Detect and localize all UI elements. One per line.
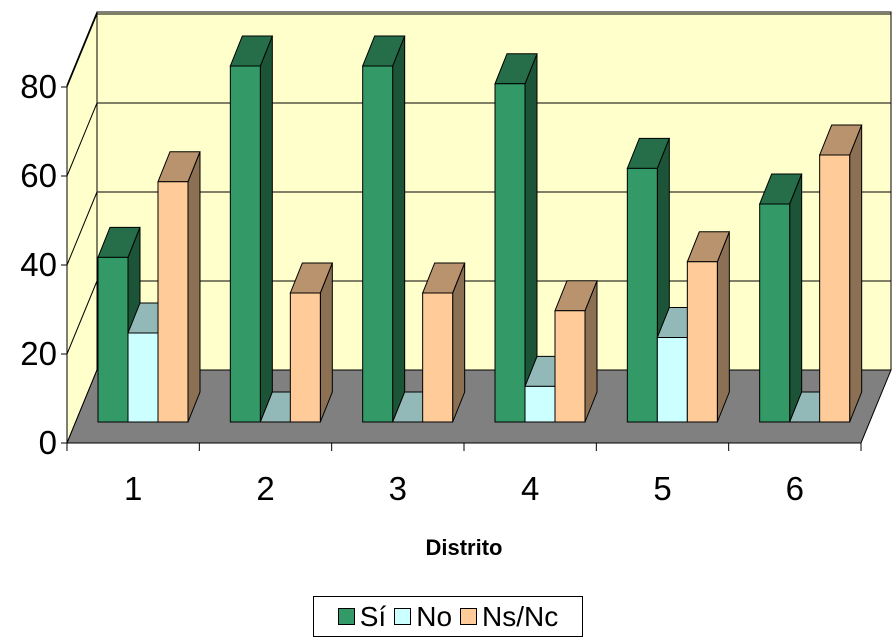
bar-nsnc-1-side: [187, 151, 201, 423]
y-tick-label-40: 40: [20, 246, 57, 283]
y-tick-label-60: 60: [20, 157, 57, 194]
bar-nsnc-2-front: [289, 292, 321, 423]
bar-nsnc-4: [554, 280, 598, 423]
bar-nsnc-3: [421, 262, 466, 423]
legend: Sí No Ns/Nc: [313, 596, 583, 637]
legend-swatch-no: [394, 608, 412, 625]
bar-no-4-front: [524, 385, 556, 423]
bar-no-5-front: [656, 336, 688, 423]
legend-item-nsnc: Ns/Nc: [460, 600, 559, 632]
x-tick-label-5: 5: [653, 470, 671, 507]
bar-nsnc-1: [157, 151, 201, 423]
gridline-side-20: [66, 280, 98, 355]
y-tick-label-80: 80: [20, 68, 57, 105]
x-tick-label-3: 3: [389, 470, 407, 507]
bar-nsnc-1-front: [157, 181, 189, 423]
y-tick-label-20: 20: [20, 335, 57, 372]
bar-s-3-side: [392, 35, 406, 423]
back-wall: [96, 11, 892, 371]
bar-s-1-front: [97, 256, 129, 423]
x-tick-label-6: 6: [786, 470, 804, 507]
bar-s-4-front: [494, 83, 526, 423]
gridline-side-60: [66, 102, 98, 177]
bar-s-6-front: [759, 203, 791, 423]
bar-s-2-side: [259, 35, 273, 423]
bar-nsnc-6: [818, 124, 863, 423]
bar-s-4: [494, 53, 538, 423]
bar-nsnc-5-side: [716, 231, 730, 423]
legend-label-si: Sí: [359, 600, 387, 632]
legend-swatch-nsnc: [460, 608, 478, 625]
bar-nsnc-5-front: [686, 261, 718, 423]
bar-s-3: [361, 35, 406, 423]
legend-item-no: No: [394, 600, 453, 632]
bar-s-2-front: [229, 65, 261, 423]
bar-nsnc-3-front: [422, 292, 454, 423]
bar-nsnc-6-side: [849, 124, 863, 423]
y-tick-label-0: 0: [39, 424, 57, 461]
bar-nsnc-4-front: [554, 310, 586, 423]
bar-s-2: [229, 35, 274, 423]
bar-s-3-front: [362, 65, 394, 423]
gridline-side-40: [66, 191, 98, 266]
x-tick-label-1: 1: [124, 470, 142, 507]
x-tick-label-4: 4: [521, 470, 539, 507]
bar-nsnc-5: [686, 231, 731, 423]
x-axis-title: Distrito: [426, 535, 503, 560]
legend-swatch-si: [337, 608, 355, 625]
legend-item-si: Sí: [337, 600, 387, 632]
bar-s-6: [758, 173, 803, 423]
bar-s-6-side: [789, 173, 803, 423]
legend-label-nsnc: Ns/Nc: [482, 600, 559, 632]
gridline-side-80: [66, 13, 98, 88]
bar-nsnc-6-front: [819, 154, 851, 423]
bar-no-1-front: [127, 332, 159, 423]
bar-s-5-front: [626, 167, 658, 423]
bar-nsnc-2: [289, 262, 334, 423]
legend-label-no: No: [416, 600, 453, 632]
x-tick-label-2: 2: [256, 470, 274, 507]
